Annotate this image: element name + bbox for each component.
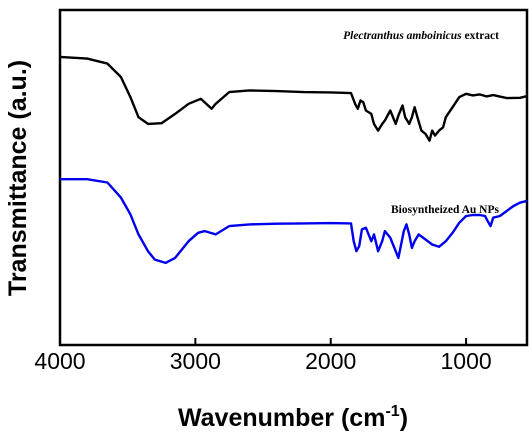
series-lines <box>59 55 528 265</box>
x-tick-label: 3000 <box>170 348 221 374</box>
series-label-extract-rest: extract <box>462 30 500 42</box>
plot-frame <box>58 8 529 347</box>
series-line-extract <box>59 55 528 142</box>
x-tick-label: 1000 <box>441 348 492 374</box>
x-axis-label: Wavenumber (cm-1) <box>178 403 408 432</box>
x-ticks: 4000 3000 2000 1000 <box>34 338 492 374</box>
x-axis-label-close: ) <box>400 404 408 432</box>
series-label-au-nps: Biosyntheized Au NPs <box>391 204 500 216</box>
series-label-extract: Plectranthus amboinicus extract <box>343 30 499 42</box>
y-axis-label: Transmittance (a.u.) <box>4 60 32 296</box>
x-axis-label-sup: -1 <box>385 403 399 420</box>
x-axis-label-main: Wavenumber (cm <box>178 404 385 432</box>
series-line-au-nps <box>60 178 528 265</box>
series-label-extract-italic: Plectranthus amboinicus <box>343 30 462 42</box>
x-tick-label: 4000 <box>34 348 85 374</box>
x-tick-label: 2000 <box>305 348 356 374</box>
